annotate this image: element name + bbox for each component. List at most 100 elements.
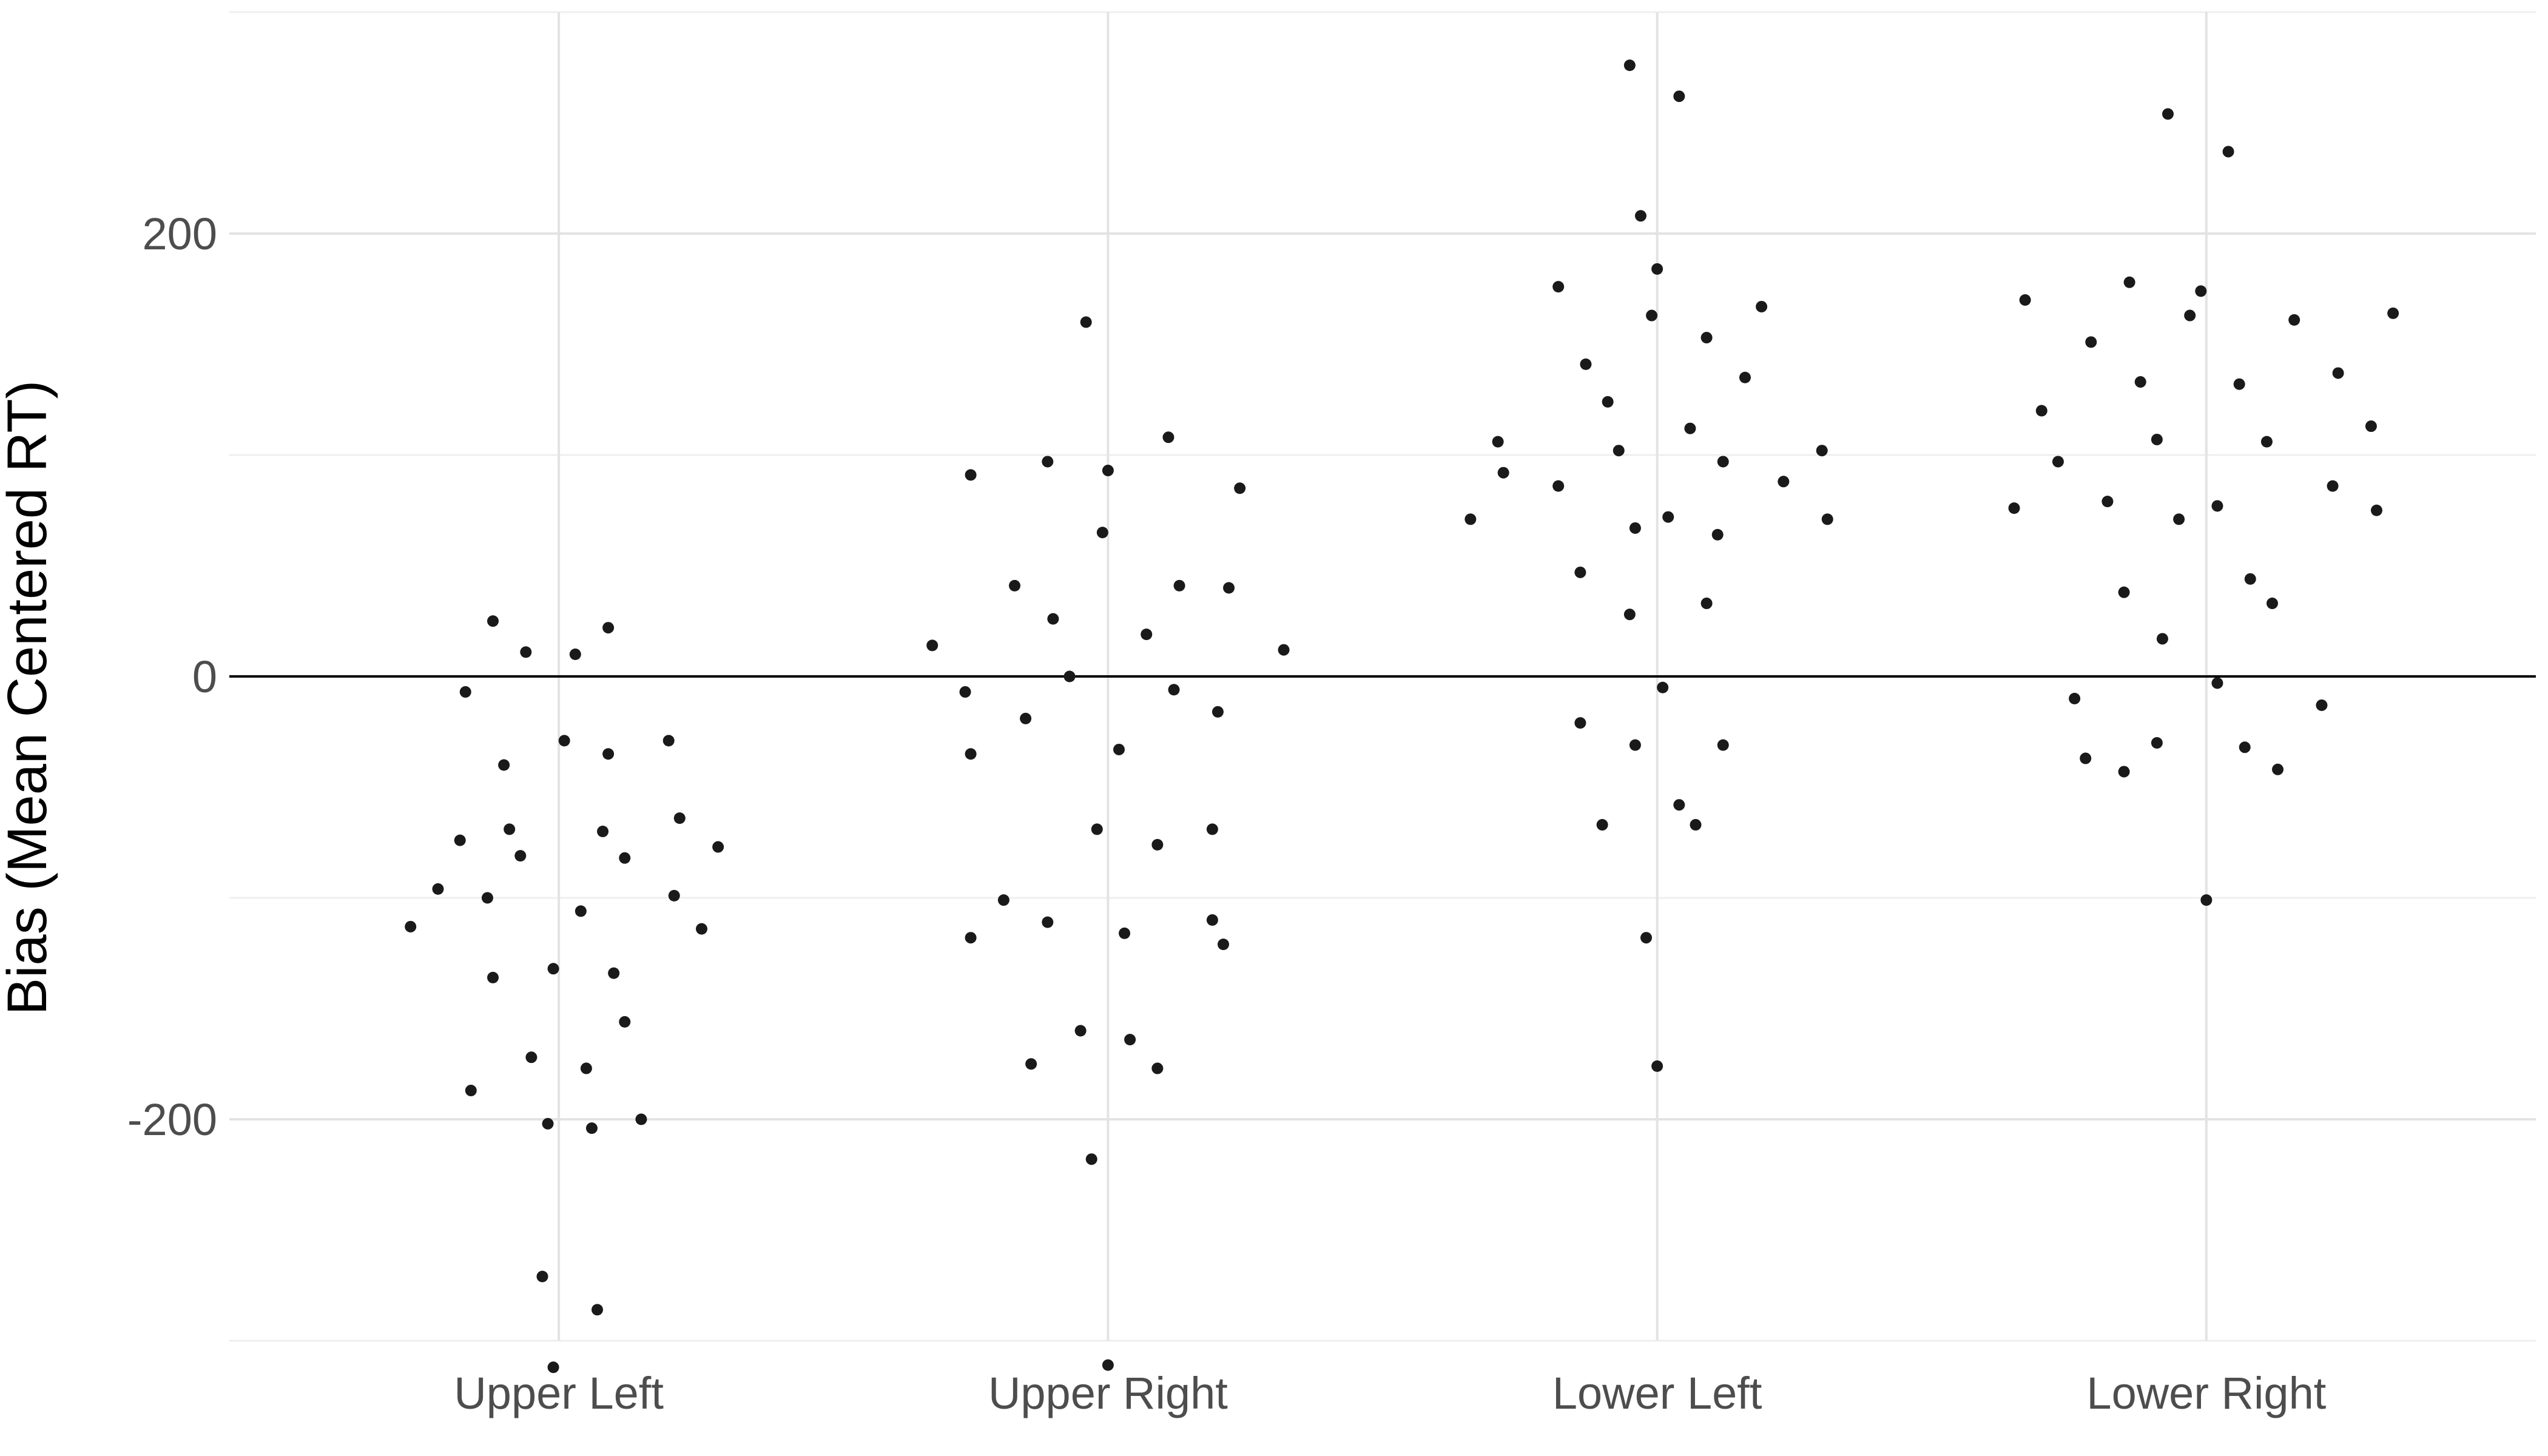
data-point bbox=[585, 1122, 598, 1134]
data-point bbox=[459, 686, 471, 698]
data-point bbox=[2184, 309, 2196, 322]
data-point bbox=[619, 1016, 631, 1028]
data-point bbox=[547, 963, 559, 975]
data-point bbox=[1217, 939, 1229, 951]
data-point bbox=[959, 686, 971, 698]
data-point bbox=[432, 883, 444, 895]
data-point bbox=[619, 852, 631, 864]
data-point bbox=[1640, 932, 1653, 944]
data-point bbox=[668, 889, 680, 902]
data-point bbox=[1778, 476, 1790, 488]
data-point bbox=[1151, 1062, 1164, 1074]
data-point bbox=[1629, 522, 1641, 534]
data-point bbox=[525, 1051, 538, 1063]
data-point bbox=[1042, 456, 1054, 468]
data-point bbox=[1574, 566, 1586, 578]
data-point bbox=[1739, 371, 1751, 383]
data-point bbox=[569, 649, 581, 660]
data-point bbox=[1657, 681, 1669, 693]
data-point bbox=[1552, 281, 1565, 293]
data-point bbox=[1102, 465, 1114, 477]
data-point bbox=[2080, 752, 2092, 764]
data-point bbox=[2266, 598, 2278, 610]
data-point bbox=[2288, 314, 2300, 326]
data-point bbox=[2069, 693, 2081, 704]
data-point bbox=[1816, 445, 1828, 457]
data-point bbox=[1063, 670, 1076, 682]
data-point bbox=[1464, 513, 1477, 525]
x-tick-label: Lower Right bbox=[2086, 1368, 2326, 1418]
data-point bbox=[1673, 90, 1685, 103]
data-point bbox=[1623, 59, 1636, 72]
data-point bbox=[635, 1113, 647, 1125]
data-point bbox=[2316, 699, 2328, 711]
data-point bbox=[536, 1270, 548, 1282]
data-point bbox=[1025, 1058, 1037, 1070]
data-point bbox=[1673, 799, 1685, 811]
x-tick-label: Upper Right bbox=[988, 1368, 1228, 1418]
data-point bbox=[405, 920, 417, 932]
data-point bbox=[1102, 1359, 1114, 1371]
y-axis-title: Bias (Mean Centered RT) bbox=[0, 380, 58, 1016]
data-point bbox=[1711, 528, 1724, 541]
data-point bbox=[2272, 763, 2284, 775]
data-point bbox=[2085, 336, 2097, 348]
data-point bbox=[1206, 914, 1218, 926]
data-point bbox=[1580, 358, 1592, 370]
data-point bbox=[2134, 376, 2146, 388]
data-point bbox=[2173, 513, 2185, 525]
data-point bbox=[1574, 717, 1586, 729]
data-point bbox=[1119, 927, 1131, 939]
data-point bbox=[1613, 445, 1625, 457]
data-point bbox=[592, 1304, 604, 1316]
data-point bbox=[1085, 1153, 1097, 1165]
x-tick-label: Upper Left bbox=[454, 1368, 664, 1418]
data-point bbox=[602, 748, 615, 760]
data-point bbox=[520, 646, 532, 658]
y-tick-label: 200 bbox=[143, 209, 217, 259]
data-point bbox=[1492, 436, 1504, 448]
data-point bbox=[2200, 894, 2213, 906]
data-point bbox=[1651, 263, 1663, 275]
data-point bbox=[542, 1117, 554, 1130]
data-point bbox=[2019, 294, 2031, 306]
data-point bbox=[1646, 309, 1658, 322]
data-point bbox=[1091, 823, 1103, 835]
data-point bbox=[1080, 316, 1092, 328]
data-point bbox=[2052, 456, 2064, 468]
data-point bbox=[2035, 405, 2048, 417]
data-point bbox=[487, 971, 499, 983]
data-point bbox=[1602, 396, 1614, 408]
data-point bbox=[2156, 633, 2168, 645]
data-point bbox=[1234, 482, 1246, 494]
data-point bbox=[1497, 467, 1509, 479]
data-point bbox=[597, 826, 609, 837]
data-point bbox=[1756, 300, 1768, 312]
data-point bbox=[1700, 332, 1713, 344]
data-point bbox=[1700, 598, 1713, 610]
data-point bbox=[547, 1361, 559, 1373]
data-point bbox=[1223, 582, 1235, 594]
data-point bbox=[2211, 677, 2223, 689]
y-tick-label: -200 bbox=[127, 1094, 217, 1145]
data-point bbox=[2195, 285, 2207, 297]
data-point bbox=[2151, 433, 2163, 445]
data-point bbox=[602, 622, 615, 634]
data-points bbox=[405, 59, 2399, 1373]
data-point bbox=[1278, 644, 1290, 656]
data-point bbox=[2008, 502, 2020, 514]
data-point bbox=[2387, 307, 2399, 319]
data-point bbox=[1173, 579, 1185, 592]
data-point bbox=[1684, 422, 1696, 434]
data-point bbox=[2151, 737, 2163, 749]
data-point bbox=[1821, 513, 1833, 525]
data-point bbox=[575, 905, 587, 917]
data-point bbox=[926, 639, 939, 652]
data-point bbox=[2118, 766, 2130, 778]
data-point bbox=[2370, 504, 2382, 516]
data-point bbox=[608, 967, 620, 979]
data-point bbox=[1151, 838, 1164, 851]
data-point bbox=[2118, 586, 2130, 598]
data-point bbox=[2365, 420, 2377, 433]
